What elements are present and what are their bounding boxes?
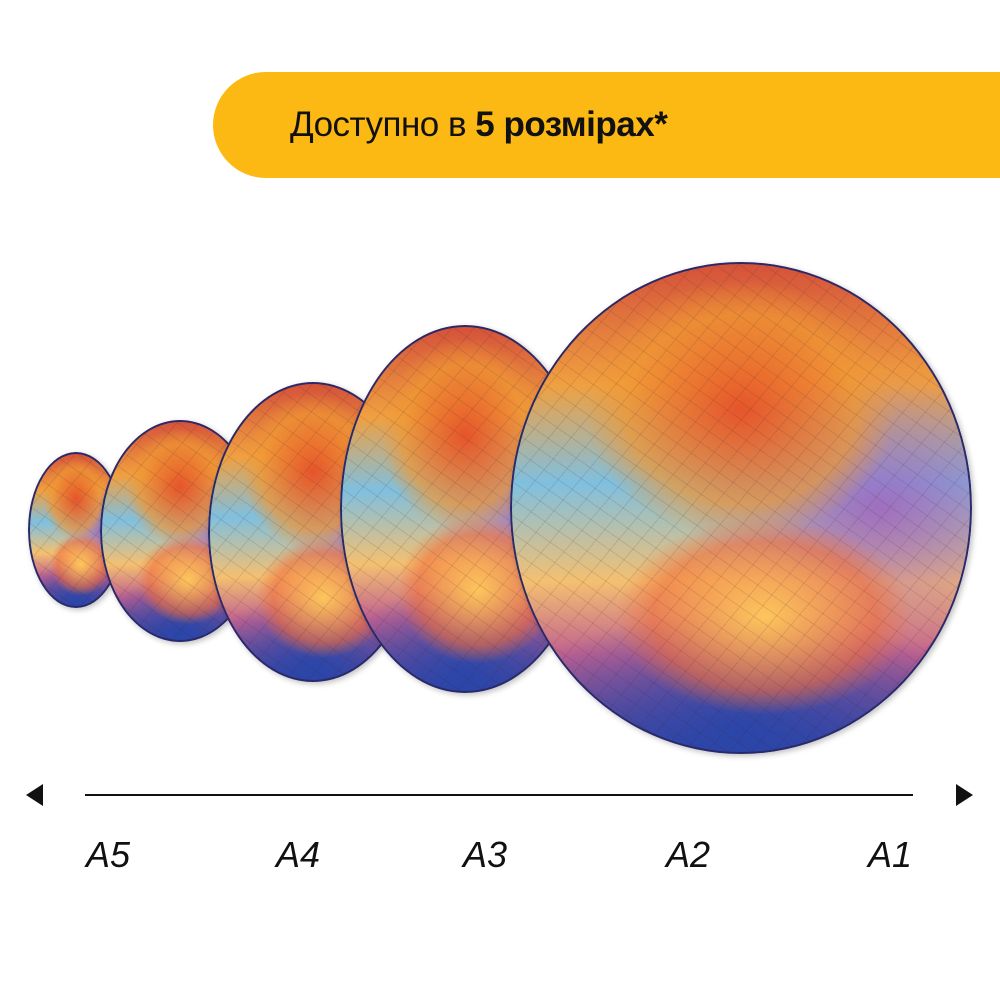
size-label-a4: A4 [276, 834, 321, 875]
size-label-a1: A1 [868, 834, 913, 875]
triangle-left-icon [26, 784, 43, 806]
puzzle-image-a1 [510, 262, 972, 754]
triangle-right-icon [956, 784, 973, 806]
size-label-a5: A5 [86, 834, 131, 875]
size-label-a2: A2 [666, 834, 711, 875]
size-label-a3: A3 [463, 834, 508, 875]
headline-banner: Доступно в 5 розмірах* [213, 72, 1000, 178]
headline-prefix: Доступно в [290, 105, 476, 144]
headline-text: Доступно в 5 розмірах* [290, 105, 668, 145]
size-scale-line [85, 794, 913, 796]
headline-bold: 5 розмірах* [475, 105, 668, 144]
